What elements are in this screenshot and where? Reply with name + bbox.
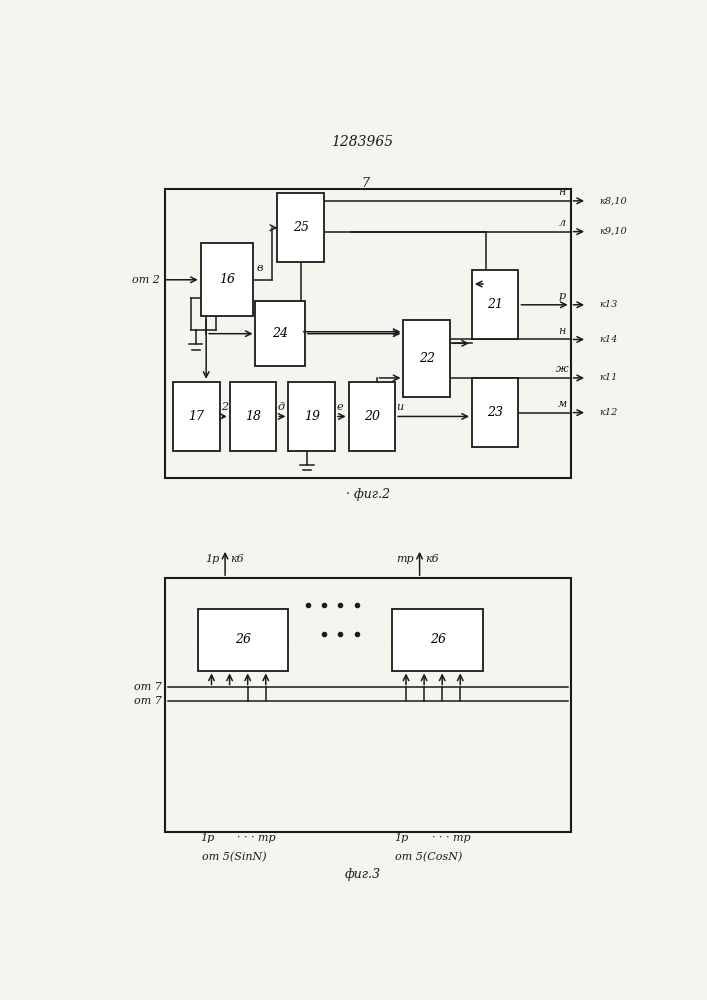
Text: и: и <box>397 402 404 412</box>
Bar <box>230 382 276 451</box>
Text: 1р: 1р <box>200 833 214 843</box>
Text: 21: 21 <box>487 298 503 311</box>
Text: 19: 19 <box>303 410 320 423</box>
Text: к6: к6 <box>230 554 245 564</box>
Text: 26: 26 <box>430 633 445 646</box>
Bar <box>288 382 335 451</box>
Text: к6: к6 <box>425 554 439 564</box>
Bar <box>165 189 571 478</box>
Text: 17: 17 <box>189 410 204 423</box>
Bar <box>277 193 324 262</box>
Text: л: л <box>559 218 566 228</box>
Text: от 2: от 2 <box>132 275 160 285</box>
Text: к8,10: к8,10 <box>599 196 627 205</box>
Text: к9,10: к9,10 <box>599 227 627 236</box>
Bar <box>392 609 483 671</box>
Text: н: н <box>559 326 566 336</box>
Text: 18: 18 <box>245 410 261 423</box>
Text: 1283965: 1283965 <box>332 135 393 149</box>
Bar <box>255 301 305 366</box>
Text: · · · тр: · · · тр <box>238 833 276 843</box>
Text: от 7: от 7 <box>134 696 163 706</box>
Text: р: р <box>559 291 566 301</box>
Bar <box>472 378 518 447</box>
Text: 22: 22 <box>419 352 435 365</box>
Text: 16: 16 <box>218 273 235 286</box>
Bar <box>198 609 288 671</box>
Text: 1р: 1р <box>395 833 409 843</box>
Bar <box>404 320 450 397</box>
Text: 26: 26 <box>235 633 251 646</box>
Text: 20: 20 <box>364 410 380 423</box>
Text: в: в <box>256 263 262 273</box>
Text: · фиг.2: · фиг.2 <box>346 488 390 501</box>
Bar <box>472 270 518 339</box>
Text: д: д <box>278 402 285 412</box>
Text: 7: 7 <box>361 177 369 190</box>
Text: от 5(CosN): от 5(CosN) <box>395 852 462 862</box>
Text: к13: к13 <box>599 300 617 309</box>
Bar <box>165 578 571 832</box>
Text: м: м <box>558 399 567 409</box>
Text: 1р: 1р <box>205 554 220 564</box>
Text: · · · тр: · · · тр <box>432 833 471 843</box>
Text: 25: 25 <box>293 221 309 234</box>
Bar <box>173 382 220 451</box>
Text: к14: к14 <box>599 335 617 344</box>
Text: от 7: от 7 <box>134 682 163 692</box>
Text: 24: 24 <box>272 327 288 340</box>
Text: тр: тр <box>397 554 414 564</box>
Text: ж: ж <box>556 364 568 374</box>
Text: от 5(SinN): от 5(SinN) <box>201 852 267 862</box>
Text: е: е <box>337 402 343 412</box>
Text: 23: 23 <box>487 406 503 419</box>
Text: н: н <box>559 187 566 197</box>
Bar <box>201 243 253 316</box>
Text: фиг.3: фиг.3 <box>344 868 380 881</box>
Bar <box>349 382 395 451</box>
Text: к11: к11 <box>599 373 617 382</box>
Text: к12: к12 <box>599 408 617 417</box>
Text: 2: 2 <box>221 402 228 412</box>
